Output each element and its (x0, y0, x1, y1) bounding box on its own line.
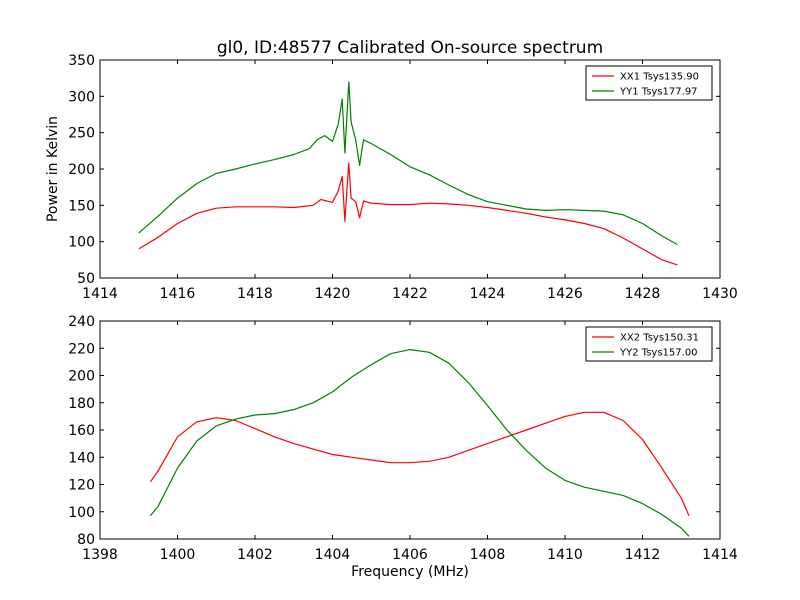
bottom-x-tick-label: 1408 (470, 547, 506, 563)
bottom-y-tick-label: 120 (68, 478, 95, 494)
top-y-axis-label: Power in Kelvin (45, 116, 61, 222)
bottom-y-tick-label: 160 (68, 423, 95, 439)
top-y-tick-label: 250 (68, 126, 95, 142)
bottom-y-tick-label: 100 (68, 505, 95, 521)
top-x-tick-label: 1416 (160, 286, 196, 302)
top-legend-entry-2: YY1 Tsys177.97 (619, 87, 698, 98)
bottom-y-tick-label: 220 (68, 341, 95, 357)
bottom-x-tick-label: 1414 (702, 547, 738, 563)
bottom-legend-entry-1: XX2 Tsys150.31 (620, 333, 699, 344)
bottom-x-tick-label: 1398 (82, 547, 118, 563)
top-x-tick-label: 1424 (470, 286, 506, 302)
top-y-tick-label: 200 (68, 162, 95, 178)
top-series-2-line (138, 81, 678, 246)
top-y-tick-label: 50 (77, 271, 95, 287)
bottom-x-tick-label: 1412 (625, 547, 661, 563)
bottom-legend-entry-2: YY2 Tsys157.00 (619, 348, 698, 359)
chart-title: gl0, ID:48577 Calibrated On-source spect… (217, 38, 603, 58)
bottom-x-axis-label: Frequency (MHz) (351, 564, 469, 580)
top-x-tick-label: 1430 (702, 286, 738, 302)
bottom-x-tick-label: 1402 (237, 547, 273, 563)
top-x-tick-label: 1420 (315, 286, 351, 302)
top-x-tick-label: 1414 (82, 286, 118, 302)
top-y-tick-label: 100 (68, 235, 95, 251)
top-x-tick-label: 1428 (625, 286, 661, 302)
bottom-y-tick-label: 140 (68, 450, 95, 466)
bottom-y-tick-label: 240 (68, 314, 95, 330)
top-x-tick-label: 1426 (547, 286, 583, 302)
top-y-tick-label: 300 (68, 89, 95, 105)
bottom-x-tick-label: 1406 (392, 547, 428, 563)
top-x-tick-label: 1422 (392, 286, 428, 302)
bottom-y-tick-label: 180 (68, 396, 95, 412)
top-series-1-line (138, 162, 678, 266)
top-x-tick-label: 1418 (237, 286, 273, 302)
bottom-y-tick-label: 80 (77, 532, 95, 548)
top-legend-entry-1: XX1 Tsys135.90 (620, 72, 699, 83)
bottom-x-tick-label: 1400 (160, 547, 196, 563)
bottom-x-tick-label: 1410 (547, 547, 583, 563)
bottom-legend-box (585, 326, 713, 362)
top-y-tick-label: 350 (68, 53, 95, 69)
bottom-series-2-line (149, 349, 690, 537)
bottom-panel: 1398 1400 1402 1404 1406 1408 1410 1412 1414 80 10… (68, 314, 738, 563)
top-panel: 1414 1416 1418 1420 1422 1424 1426 1428 1430 50 10… (68, 53, 738, 302)
bottom-x-tick-label: 1404 (315, 547, 351, 563)
top-y-tick-label: 150 (68, 198, 95, 214)
top-legend-box (585, 65, 713, 101)
bottom-y-tick-label: 200 (68, 369, 95, 385)
